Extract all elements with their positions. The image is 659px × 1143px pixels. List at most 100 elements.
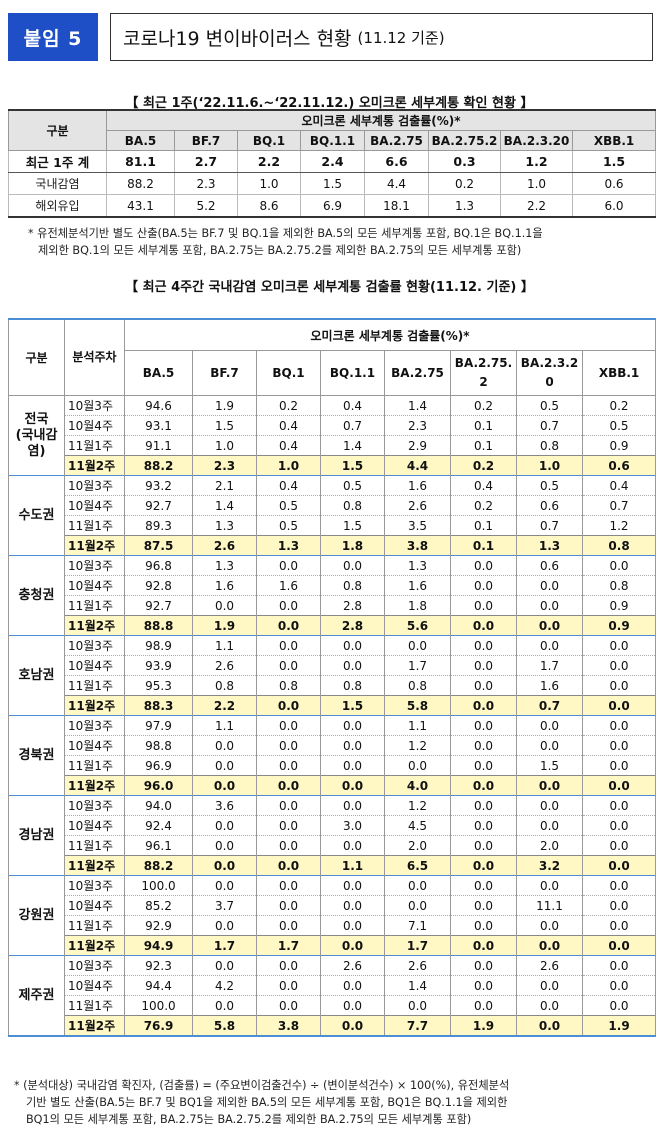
t2-column-header: BA.5 <box>124 350 193 396</box>
t1-cell: 1.0 <box>237 172 301 195</box>
t2-cell: 0.8 <box>256 675 321 696</box>
attachment-badge: 붙임 5 <box>8 13 98 61</box>
t2-week-label: 11월2주 <box>64 935 125 956</box>
t2-cell: 0.0 <box>581 555 657 576</box>
t2-cell: 0.0 <box>516 935 583 956</box>
t2-group-header: 오미크론 세부계통 검출률(%)* <box>123 318 657 351</box>
table-row: 10월4주 85.2 3.7 0.0 0.0 0.0 0.0 11.1 0.0 <box>9 895 657 916</box>
t2-cell: 0.0 <box>192 995 257 1016</box>
t2-cell: 2.6 <box>192 655 257 676</box>
t2-cell: 0.0 <box>384 895 451 916</box>
t2-cell: 11.1 <box>516 895 583 916</box>
t2-week-label: 11월1주 <box>64 915 125 936</box>
t2-cell: 0.1 <box>450 415 517 436</box>
t2-week-label: 10월4주 <box>64 655 125 676</box>
t2-cell: 94.9 <box>124 935 193 956</box>
t1-column-header: XBB.1 <box>571 130 657 151</box>
table-row: 10월4주 93.1 1.5 0.4 0.7 2.3 0.1 0.7 0.5 <box>9 415 657 436</box>
t2-cell: 2.3 <box>192 455 257 476</box>
t2-cell: 0.0 <box>192 595 257 616</box>
t2-cell: 2.6 <box>320 955 385 976</box>
t2-cell: 0.0 <box>450 695 517 716</box>
t2-cell: 1.5 <box>192 415 257 436</box>
t2-week-label: 11월2주 <box>64 855 125 876</box>
region-label: 경북권 <box>8 715 65 796</box>
t2-cell: 0.0 <box>256 795 321 816</box>
page-title: 코로나19 변이바이러스 현황 (11.12 기준) <box>110 13 653 61</box>
table2-footnote-line: BQ1의 모든 세부계통 포함, BA.2.75는 BA.2.75.2를 제외한… <box>26 1113 472 1126</box>
t2-cell: 0.0 <box>256 655 321 676</box>
t2-cell: 2.6 <box>516 955 583 976</box>
t2-cell: 0.0 <box>192 755 257 776</box>
t2-cell: 93.1 <box>124 415 193 436</box>
t2-week-label: 10월3주 <box>64 715 125 736</box>
t2-cell: 0.0 <box>320 895 385 916</box>
t1-cell: 2.2 <box>237 150 301 173</box>
t2-cell: 5.8 <box>384 695 451 716</box>
t2-cell: 0.0 <box>450 855 517 876</box>
t1-cell: 2.7 <box>174 150 238 173</box>
t2-week-label: 10월4주 <box>64 815 125 836</box>
t2-cell: 1.7 <box>256 935 321 956</box>
t2-cell: 0.2 <box>450 495 517 516</box>
t2-cell: 0.0 <box>192 815 257 836</box>
t2-cell: 1.2 <box>581 515 657 536</box>
table-row: 10월4주 94.4 4.2 0.0 0.0 1.4 0.0 0.0 0.0 <box>9 975 657 996</box>
table-row: 11월2주 76.9 5.8 3.8 0.0 7.7 1.9 0.0 1.9 <box>9 1015 657 1036</box>
table-row: 11월1주 96.9 0.0 0.0 0.0 0.0 0.0 1.5 0.0 <box>9 755 657 776</box>
table-row: 10월4주 93.9 2.6 0.0 0.0 1.7 0.0 1.7 0.0 <box>9 655 657 676</box>
table2-footnote-line: 기반 별도 산출(BA.5는 BF.7 및 BQ1을 제외한 BA.5의 모든 … <box>26 1096 508 1109</box>
table-row: 수도권 10월3주 93.2 2.1 0.4 0.5 1.6 0.4 0.5 0.4 <box>8 475 657 556</box>
t2-week-label: 10월4주 <box>64 735 125 756</box>
table-row: 경남권 10월3주 94.0 3.6 0.0 0.0 1.2 0.0 0.0 0.0 <box>8 795 657 876</box>
table-row: 11월1주 100.0 0.0 0.0 0.0 0.0 0.0 0.0 0.0 <box>9 995 657 1016</box>
t2-cell: 0.0 <box>450 735 517 756</box>
t2-cell: 0.0 <box>516 775 583 796</box>
t1-corner-header: 구분 <box>8 109 107 151</box>
t2-cell: 3.2 <box>516 855 583 876</box>
t2-cell: 0.0 <box>581 835 657 856</box>
t2-cell: 1.6 <box>516 675 583 696</box>
t2-cell: 1.7 <box>384 935 451 956</box>
t2-week-label: 11월2주 <box>64 695 125 716</box>
t2-cell: 0.6 <box>581 455 657 476</box>
t2-cell: 0.0 <box>192 915 257 936</box>
table-row: 11월2주 88.2 0.0 0.0 1.1 6.5 0.0 3.2 0.0 <box>9 855 657 876</box>
table-row: 제주권 10월3주 92.3 0.0 0.0 2.6 2.6 0.0 2.6 0.0 <box>8 955 657 1036</box>
t2-column-header: BA.2.3.20 <box>516 350 583 396</box>
t2-cell: 5.8 <box>192 1015 257 1036</box>
table-row: 10월4주 92.8 1.6 1.6 0.8 1.6 0.0 0.0 0.8 <box>9 575 657 596</box>
t2-cell: 0.4 <box>581 475 657 496</box>
t2-cell: 3.8 <box>384 535 451 556</box>
t2-cell: 96.0 <box>124 775 193 796</box>
t2-cell: 96.9 <box>124 755 193 776</box>
table2-footnote-line: * (분석대상) 국내감염 확진자, (검출률) = (주요변이검출건수) ÷ … <box>14 1079 510 1092</box>
t2-cell: 0.7 <box>516 515 583 536</box>
t1-cell: 6.0 <box>571 194 657 218</box>
t2-cell: 1.0 <box>256 455 321 476</box>
t2-cell: 0.0 <box>320 635 385 656</box>
t2-cell: 0.0 <box>516 1015 583 1036</box>
t2-cell: 0.0 <box>256 975 321 996</box>
t2-cell: 1.2 <box>384 795 451 816</box>
table-row: 충청권 10월3주 96.8 1.3 0.0 0.0 1.3 0.0 0.6 0.0 <box>8 555 657 636</box>
t2-week-label: 10월4주 <box>64 895 125 916</box>
t2-cell: 93.9 <box>124 655 193 676</box>
t2-cell: 0.0 <box>256 555 321 576</box>
t2-cell: 0.0 <box>581 915 657 936</box>
t2-cell: 0.0 <box>516 915 583 936</box>
t1-row-label: 국내감염 <box>8 172 107 195</box>
t2-cell: 3.5 <box>384 515 451 536</box>
t2-cell: 0.0 <box>581 675 657 696</box>
t2-cell: 0.0 <box>192 835 257 856</box>
t1-cell: 0.6 <box>571 172 657 195</box>
t2-cell: 1.7 <box>192 935 257 956</box>
t2-cell: 0.0 <box>450 555 517 576</box>
t2-cell: 89.3 <box>124 515 193 536</box>
t1-cell: 0.2 <box>428 172 501 195</box>
t2-cell: 0.0 <box>450 935 517 956</box>
t2-cell: 3.0 <box>320 815 385 836</box>
t1-column-header: BA.2.75 <box>364 130 429 151</box>
t2-cell: 2.8 <box>320 615 385 636</box>
t2-cell: 0.0 <box>450 675 517 696</box>
